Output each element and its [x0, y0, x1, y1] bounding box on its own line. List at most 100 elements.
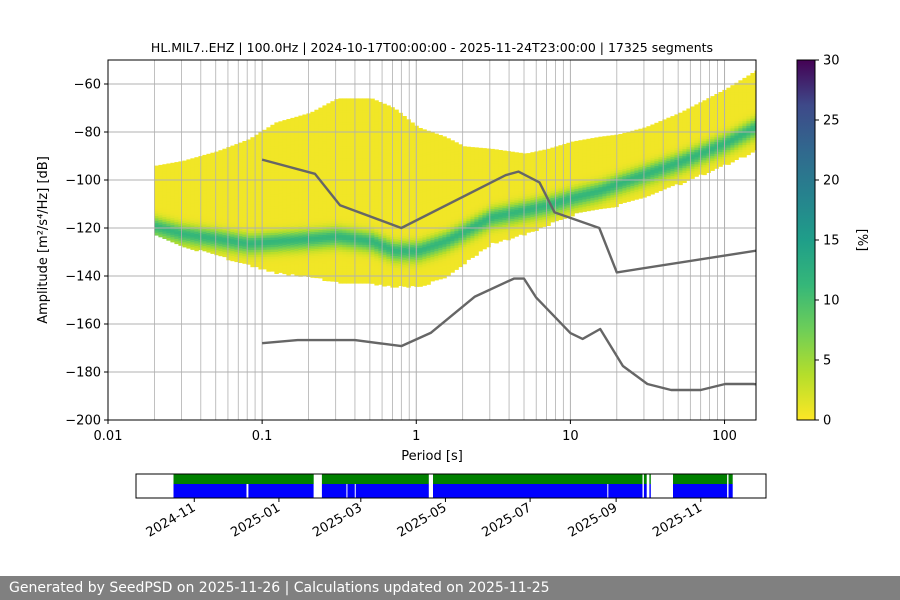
heatmap-cell	[362, 194, 367, 198]
heatmap-cell	[430, 269, 435, 272]
heatmap-cell	[194, 181, 199, 184]
heatmap-cell	[334, 197, 339, 201]
heatmap-cell	[322, 175, 327, 178]
heatmap-cell	[402, 173, 407, 177]
heatmap-cell	[398, 163, 403, 166]
heatmap-cell	[438, 247, 443, 251]
heatmap-cell	[358, 151, 363, 154]
heatmap-cell	[266, 242, 271, 246]
heatmap-cell	[430, 132, 435, 135]
heatmap-cell	[270, 242, 275, 246]
heatmap-cell	[354, 158, 359, 162]
heatmap-cell	[242, 191, 247, 195]
heatmap-cell	[382, 127, 387, 131]
heatmap-cell	[278, 171, 283, 175]
heatmap-cell	[270, 204, 275, 207]
heatmap-cell	[438, 243, 443, 246]
heatmap-cell	[302, 220, 307, 223]
heatmap-cell	[310, 270, 315, 273]
heatmap-cell	[442, 225, 447, 228]
heatmap-cell	[190, 160, 195, 164]
heatmap-cell	[178, 216, 183, 220]
heatmap-cell	[418, 252, 423, 256]
heatmap-cell	[350, 148, 355, 152]
heatmap-cell	[338, 213, 343, 217]
heatmap-cell	[462, 247, 467, 250]
heatmap-cell	[450, 181, 455, 184]
heatmap-cell	[258, 228, 263, 232]
heatmap-cell	[430, 273, 435, 277]
heatmap-cell	[382, 230, 387, 234]
heatmap-cell	[182, 218, 187, 221]
heatmap-cell	[282, 254, 287, 258]
heatmap-cell	[302, 232, 307, 235]
heatmap-cell	[350, 163, 355, 166]
heatmap-cell	[374, 263, 379, 267]
heatmap-cell	[458, 189, 463, 193]
heatmap-cell	[378, 207, 383, 211]
heatmap-cell	[186, 219, 191, 223]
heatmap-cell	[478, 229, 483, 233]
heatmap-cell	[422, 199, 427, 202]
heatmap-cell	[426, 154, 431, 158]
heatmap-cell	[318, 162, 323, 166]
heatmap-cell	[370, 163, 375, 167]
heatmap-cell	[398, 252, 403, 255]
heatmap-cell	[318, 239, 323, 243]
heatmap-cell	[322, 122, 327, 125]
heatmap-cell	[406, 217, 411, 221]
heatmap-cell	[330, 161, 335, 164]
heatmap-cell	[294, 241, 299, 245]
heatmap-cell	[374, 117, 379, 120]
heatmap-cell	[394, 208, 399, 211]
heatmap-cell	[334, 209, 339, 213]
heatmap-cell	[430, 173, 435, 176]
heatmap-cell	[294, 155, 299, 158]
heatmap-cell	[462, 191, 467, 195]
heatmap-cell	[346, 208, 351, 212]
heatmap-cell	[194, 176, 199, 180]
heatmap-cell	[386, 271, 391, 274]
heatmap-cell	[170, 174, 175, 178]
heatmap-cell	[338, 187, 343, 190]
heatmap-cell	[290, 141, 295, 145]
heatmap-cell	[330, 228, 335, 232]
heatmap-cell	[386, 232, 391, 236]
heatmap-cell	[498, 214, 503, 218]
heatmap-cell	[458, 230, 463, 234]
heatmap-cell	[466, 247, 471, 251]
heatmap-cell	[454, 223, 459, 227]
heatmap-cell	[426, 279, 431, 283]
heatmap-cell	[258, 197, 263, 200]
heatmap-cell	[382, 281, 387, 285]
heatmap-cell	[162, 224, 167, 227]
heatmap-cell	[462, 230, 467, 234]
heatmap-cell	[162, 233, 167, 237]
heatmap-cell	[450, 171, 455, 175]
heatmap-cell	[262, 247, 267, 251]
heatmap-cell	[350, 232, 355, 236]
heatmap-cell	[354, 247, 359, 250]
heatmap-cell	[454, 238, 459, 242]
heatmap-cell	[358, 153, 363, 157]
heatmap-cell	[434, 277, 439, 281]
heatmap-cell	[282, 213, 287, 217]
heatmap-cell	[294, 203, 299, 206]
heatmap-cell	[374, 181, 379, 185]
heatmap-cell	[382, 259, 387, 263]
heatmap-cell	[402, 243, 407, 246]
heatmap-cell	[422, 247, 427, 250]
heatmap-cell	[502, 155, 507, 159]
heatmap-cell	[174, 234, 179, 237]
heatmap-cell	[302, 270, 307, 274]
heatmap-cell	[470, 231, 475, 234]
heatmap-cell	[190, 179, 195, 183]
heatmap-cell	[502, 181, 507, 185]
heatmap-cell	[318, 146, 323, 149]
heatmap-cell	[406, 193, 411, 197]
heatmap-cell	[462, 155, 467, 159]
heatmap-cell	[314, 270, 319, 274]
heatmap-cell	[382, 158, 387, 162]
heatmap-cell	[450, 147, 455, 151]
heatmap-cell	[338, 271, 343, 274]
